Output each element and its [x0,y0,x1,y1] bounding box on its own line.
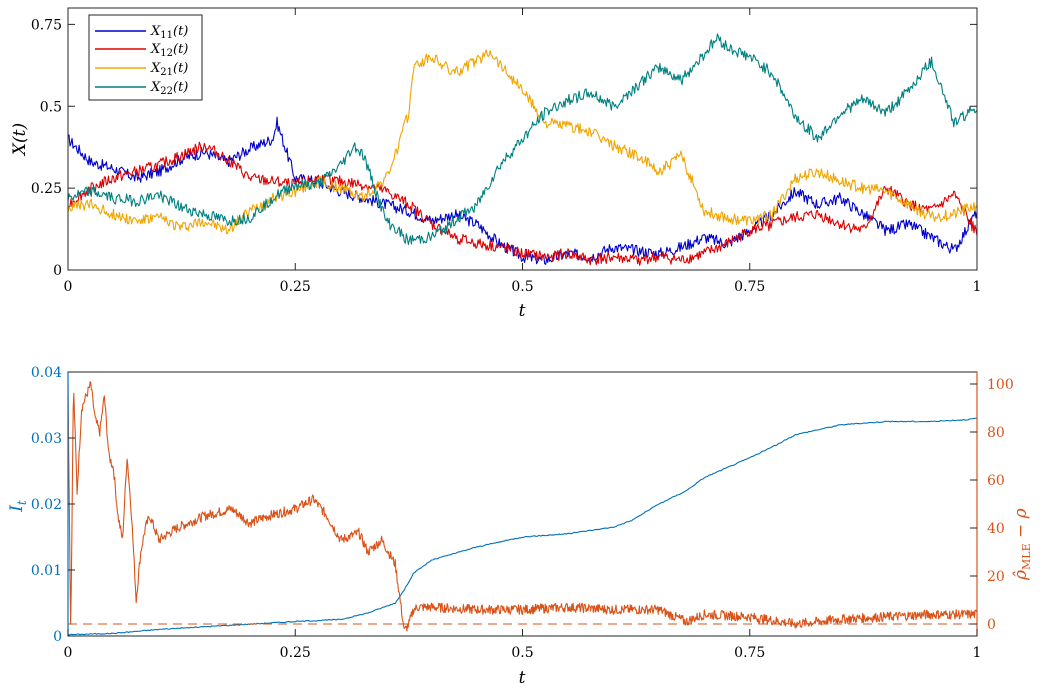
bottom-right-y-tick-label: 40 [987,521,1005,537]
bottom-plot-frame [67,371,978,637]
legend-entry-x11: X11(t) [95,24,188,41]
series-line-x21-t [67,49,978,235]
bottom-right-y-tick-label: 20 [987,569,1005,585]
bottom-right-y-tick-label: 60 [987,473,1005,489]
bottom-right-y-tick-label: 0 [987,617,996,633]
top-x-tick-label: 0 [64,279,73,295]
legend-label-x21: X21(t) [150,61,188,78]
bottom-x-tick-label: 0.75 [734,645,765,661]
top-y-axis-label: X(t) [10,123,30,157]
bottom-left-y-axis-label: It [7,500,29,513]
bottom-right-y-tick-label: 100 [987,377,1014,393]
series-line-rho-error [67,381,978,632]
top-x-tick-label: 0.5 [511,279,533,295]
top-x-tick-label: 0.75 [734,279,765,295]
top-y-tick-label: 0 [53,263,62,279]
top-y-tick-label: 0.5 [40,99,62,115]
bottom-series-layer [67,381,978,636]
legend-entry-x22: X22(t) [95,80,188,97]
legend-entry-x12: X12(t) [95,42,188,59]
bottom-x-tick-label: 0.5 [511,645,533,661]
bottom-x-axis-label: t [519,668,526,688]
legend-label-x11: X11(t) [150,24,188,41]
legend-label-x22: X22(t) [150,80,188,97]
legend-entry-x21: X21(t) [95,61,188,78]
bottom-ticks: 0 0.25 0.5 0.75 100.010.020.030.040204060801… [31,365,1014,661]
legend-label-x12: X12(t) [150,42,188,59]
bottom-x-tick-label: 1 [973,645,982,661]
legend: X11(t) X12(t) X21(t) X22(t) [88,14,203,101]
top-plot-frame [67,7,978,271]
bottom-x-tick-label: 0.25 [280,645,311,661]
top-series-layer [67,33,978,266]
series-line-it [67,417,978,636]
bottom-left-y-tick-label: 0.02 [31,497,62,513]
top-x-axis-label: t [519,301,526,321]
top-y-tick-label: 0.75 [31,17,62,33]
top-y-tick-label: 0.25 [31,181,62,197]
top-ticks: 0 0.25 0.5 0.75 1 0 0.25 0.5 0.75 [31,8,982,295]
bottom-chart: 0 0.25 0.5 0.75 100.010.020.030.040204060801… [7,365,1033,688]
bottom-right-y-tick-label: 80 [987,425,1005,441]
legend-box [88,14,203,101]
top-x-tick-label: 0.25 [280,279,311,295]
top-x-tick-label: 1 [973,279,982,295]
series-line-x12-t [67,141,978,266]
bottom-left-y-tick-label: 0.01 [31,563,62,579]
bottom-x-tick-label: 0 [64,645,73,661]
series-line-x11-t [67,116,978,265]
bottom-left-y-tick-label: 0 [53,629,62,645]
top-chart: 0 0.25 0.5 0.75 1 0 0.25 0.5 0.75 t X(t) X11(t) … [10,7,982,321]
bottom-left-y-tick-label: 0.03 [31,431,62,447]
bottom-right-y-axis-label: ρ̂MLE − ρ [1011,508,1033,581]
bottom-left-y-tick-label: 0.04 [31,365,62,381]
series-line-x22-t [67,33,978,246]
